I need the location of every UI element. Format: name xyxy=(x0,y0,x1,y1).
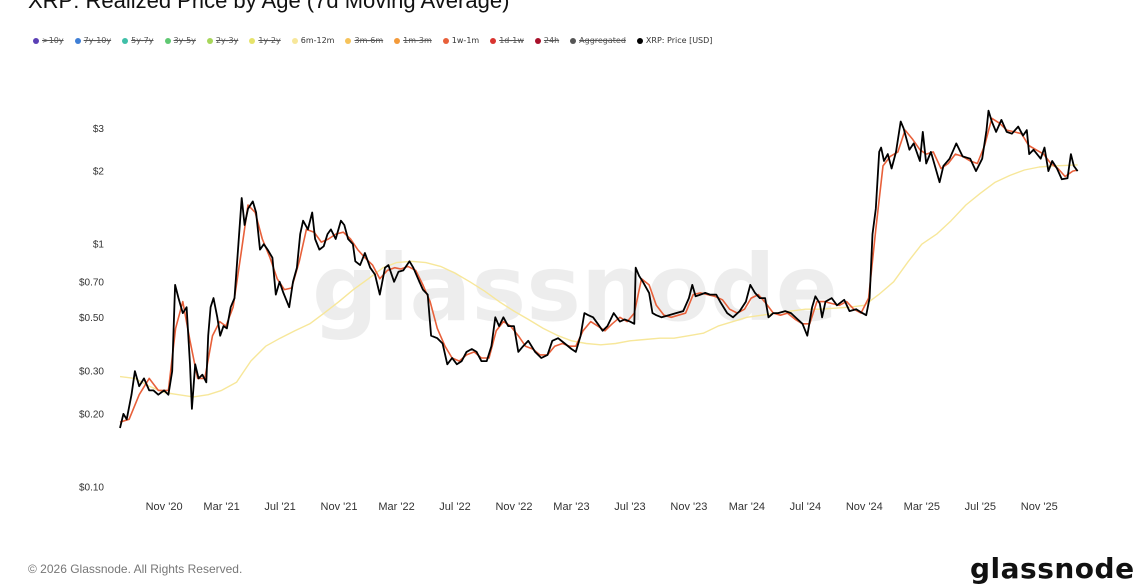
x-tick-label: Nov '20 xyxy=(146,501,183,513)
legend-label: XRP: Price [USD] xyxy=(645,36,713,45)
y-tick-label: $3 xyxy=(93,124,105,135)
legend-label: 3y-5y xyxy=(173,36,196,45)
legend-swatch xyxy=(636,37,643,44)
legend-label: 5y-7y xyxy=(131,36,154,45)
legend-swatch xyxy=(33,37,39,44)
legend-item[interactable]: 1y-2y xyxy=(249,36,281,45)
y-tick-label: $1 xyxy=(93,240,105,251)
legend-item[interactable]: 7y-10y xyxy=(74,36,112,45)
legend-label: 3m-6m xyxy=(354,36,384,45)
legend-swatch xyxy=(570,37,577,44)
x-tick-label: Nov '24 xyxy=(846,501,883,513)
legend-swatch xyxy=(345,37,352,44)
y-tick-label: $2 xyxy=(93,167,105,178)
y-tick-label: $0.30 xyxy=(79,367,104,378)
series-line-1w-1m xyxy=(119,117,1078,423)
legend-item[interactable]: 5y-7y xyxy=(122,36,154,45)
footer-copyright: © 2026 Glassnode. All Rights Reserved. xyxy=(28,562,243,576)
glassnode-logo[interactable]: glassnode xyxy=(970,552,1135,585)
series-line-xrp-price-usd xyxy=(119,109,1079,429)
y-tick-label: $0.50 xyxy=(79,313,104,324)
legend-swatch xyxy=(74,37,81,44)
legend-item[interactable]: 1w-1m xyxy=(442,36,480,45)
y-axis: $0.10 $0.20 $0.30 $0.50 $0.70 $1 $2 $3 xyxy=(79,124,104,494)
x-tick-label: Mar '21 xyxy=(203,501,239,513)
legend-label: 24h xyxy=(543,36,560,45)
legend-label: 1w-1m xyxy=(451,36,480,45)
y-tick-label: $0.20 xyxy=(79,409,104,420)
x-tick-label: Mar '25 xyxy=(904,501,940,513)
x-axis: Nov '20 Mar '21 Jul '21 Nov '21 Mar '22 Jul '… xyxy=(146,501,1058,513)
legend-label: >10y xyxy=(42,36,64,45)
legend-label: 7y-10y xyxy=(83,36,112,45)
legend-label: 2y-3y xyxy=(215,36,239,45)
x-tick-label: Nov '21 xyxy=(321,501,358,513)
legend-item[interactable]: 3m-6m xyxy=(345,36,383,45)
x-tick-label: Jul '21 xyxy=(264,501,295,513)
y-tick-label: $0.70 xyxy=(79,277,104,288)
legend-label: 1d-1w xyxy=(499,36,524,45)
x-tick-label: Jul '24 xyxy=(790,501,821,513)
chart-legend: >10y 7y-10y 5y-7y 3y-5y 2y-3y 1y-2y 6m-12m 3m-6… xyxy=(33,36,712,45)
series-line-6m-12m xyxy=(119,164,1078,398)
legend-item[interactable]: 1m-3m xyxy=(394,36,432,45)
legend-swatch xyxy=(122,37,129,44)
x-tick-label: Jul '23 xyxy=(614,501,645,513)
chart-plot-area: glassnode $0.10$0.20$0.30$0.50$0.70$1$2$… xyxy=(79,109,1079,513)
x-tick-label: Mar '24 xyxy=(729,501,765,513)
legend-label: Aggregated xyxy=(579,36,626,45)
series-layer xyxy=(119,109,1079,429)
legend-item[interactable]: Aggregated xyxy=(570,36,626,45)
legend-item[interactable]: 3y-5y xyxy=(164,36,196,45)
legend-label: 6m-12m xyxy=(300,36,335,45)
legend-item[interactable]: >10y xyxy=(33,36,64,45)
x-tick-label: Jul '22 xyxy=(439,501,470,513)
x-tick-label: Nov '22 xyxy=(495,501,532,513)
glassnode-watermark: glassnode xyxy=(312,235,838,342)
x-tick-label: Mar '23 xyxy=(553,501,589,513)
legend-item[interactable]: 2y-3y xyxy=(206,36,239,45)
x-tick-label: Nov '25 xyxy=(1021,501,1058,513)
legend-item[interactable]: 24h xyxy=(534,36,560,45)
y-tick-label: $0.10 xyxy=(79,483,104,494)
legend-swatch xyxy=(394,37,401,44)
legend-swatch xyxy=(291,37,298,44)
x-tick-label: Jul '25 xyxy=(965,501,996,513)
legend-label: 1m-3m xyxy=(403,36,432,45)
legend-label: 1y-2y xyxy=(258,36,281,45)
x-tick-label: Nov '23 xyxy=(670,501,707,513)
legend-swatch xyxy=(206,37,213,44)
legend-swatch xyxy=(164,37,171,44)
legend-swatch xyxy=(442,37,449,44)
legend-swatch xyxy=(249,37,256,44)
x-tick-label: Mar '22 xyxy=(378,501,414,513)
legend-item[interactable]: 6m-12m xyxy=(291,36,335,45)
legend-item[interactable]: XRP: Price [USD] xyxy=(636,36,713,45)
legend-item[interactable]: 1d-1w xyxy=(490,36,524,45)
chart-title: XRP: Realized Price by Age (7d Moving Av… xyxy=(28,0,510,13)
legend-swatch xyxy=(490,37,497,44)
legend-swatch xyxy=(534,37,541,44)
